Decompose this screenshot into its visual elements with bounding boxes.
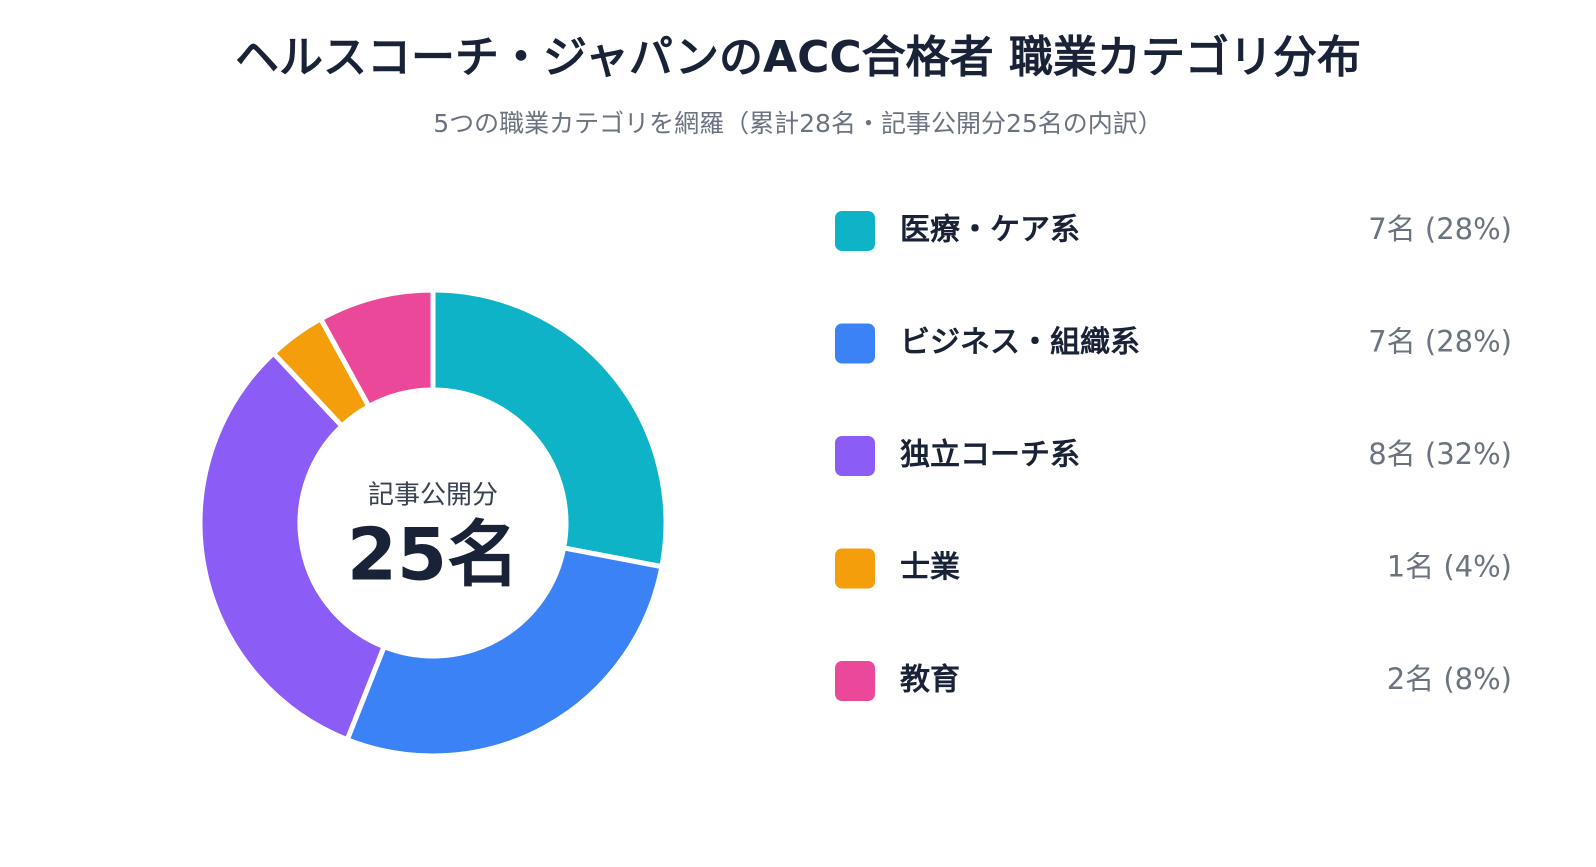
chart-subtitle: 5つの職業カテゴリを網羅（累計28名・記事公開分25名の内訳） — [433, 109, 1163, 138]
legend-swatch — [835, 323, 875, 364]
legend-swatch — [835, 661, 875, 701]
value-label: 1名 (4%) — [1387, 550, 1512, 584]
legend-label: 医療・ケア系 — [900, 213, 1080, 248]
center-label: 記事公開分 — [368, 481, 498, 511]
value-label: 8名 (32%) — [1368, 437, 1512, 471]
legend-swatch — [835, 436, 875, 476]
legend-label: 士業 — [900, 550, 960, 585]
value-label: 7名 (28%) — [1368, 325, 1512, 359]
legend-label: ビジネス・組織系 — [900, 325, 1140, 360]
legend-swatch — [835, 548, 875, 589]
donut-slice — [430, 287, 669, 570]
legend-label: 独立コーチ系 — [900, 438, 1080, 473]
legend-label: 教育 — [900, 663, 960, 698]
donut-slice — [343, 544, 665, 759]
center-total: 25名 — [347, 513, 519, 597]
value-label: 7名 (28%) — [1368, 212, 1512, 246]
donut-slice — [197, 349, 388, 743]
legend-swatch — [835, 211, 875, 251]
donut-slice — [317, 287, 436, 410]
value-label: 2名 (8%) — [1387, 662, 1512, 696]
chart-title: ヘルスコーチ・ジャパンのACC合格者 職業カテゴリ分布 — [235, 32, 1361, 83]
